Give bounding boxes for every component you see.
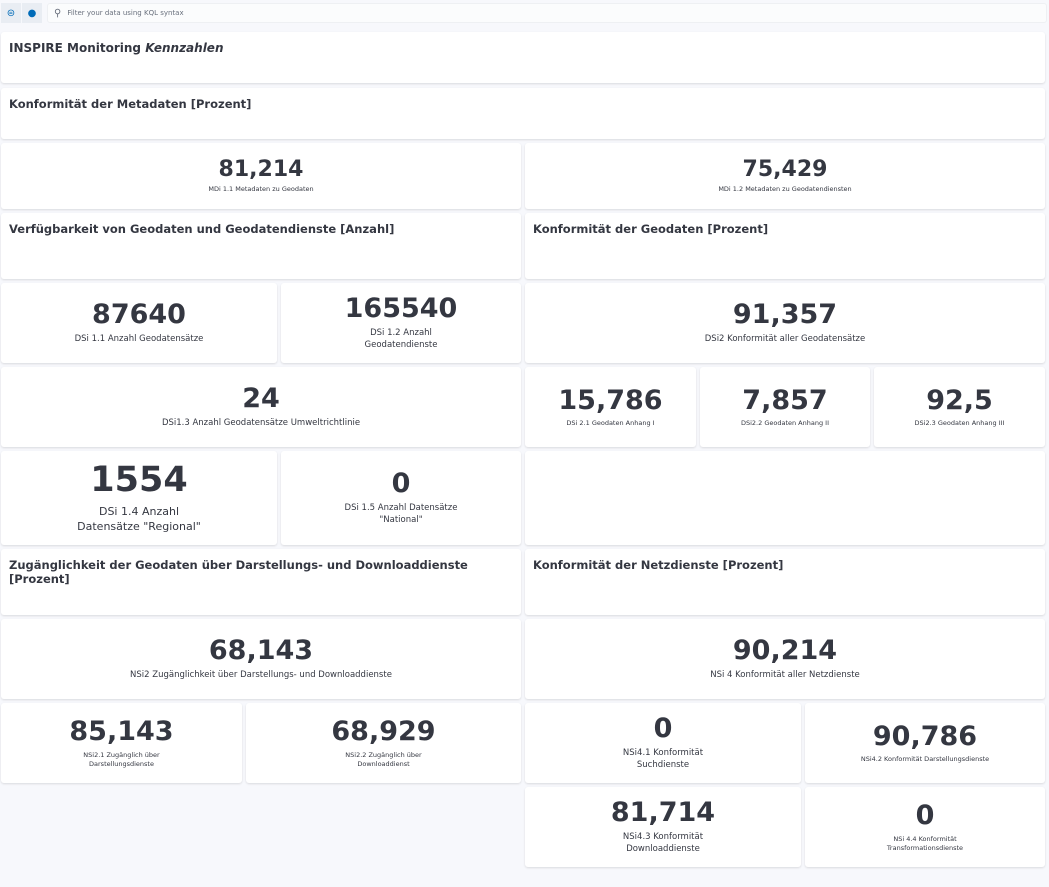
metric-label: NSi 4.4 Konformität Transformationsdiens… <box>886 834 964 852</box>
metric-label: NSi4.2 Konformität Darstellungsdienste <box>860 755 990 764</box>
metric-panel: 0 DSi 1.5 Anzahl Datensätze "National" <box>281 451 521 545</box>
filter-icon: ⊜ <box>6 7 16 19</box>
kql-search-input[interactable]: ⚲ Filter your data using KQL syntax <box>47 3 1047 23</box>
metric-label: DSi 1.5 Anzahl Datensätze "National" <box>344 502 458 525</box>
section-metadaten: Konformität der Metadaten [Prozent] <box>1 88 1045 139</box>
metric-panel: 91,357 DSi2 Konformität aller Geodatensät… <box>525 283 1045 363</box>
metric-label: NSi4.1 Konformität Suchdienste <box>622 747 704 770</box>
metric-value: 7,857 <box>742 384 828 416</box>
metric-panel: 68,143 NSi2 Zugänglichkeit über Darstellu… <box>1 619 521 699</box>
metric-panel: 7,857 DSi2.2 Geodaten Anhang II <box>700 367 870 447</box>
metric-label: NSi2 Zugänglichkeit über Darstellungs- u… <box>130 669 392 680</box>
metric-label: MDi 1.2 Metadaten zu Geodatendiensten <box>718 185 852 194</box>
metric-value: 15,786 <box>558 384 663 416</box>
metric-label: NSi 4 Konformität aller Netzdienste <box>710 669 860 680</box>
query-bar: ⊜ ● ⚲ Filter your data using KQL syntax <box>0 0 1049 28</box>
plus-circle-icon: ● <box>27 7 37 19</box>
title-italic: Kennzahlen <box>145 41 224 55</box>
metric-value: 1554 <box>90 460 188 501</box>
metric-value: 165540 <box>344 293 458 325</box>
metric-value: 0 <box>915 800 935 832</box>
metric-panel: 90,786 NSi4.2 Konformität Darstellungsdie… <box>805 703 1045 783</box>
metric-value: 87640 <box>92 299 186 331</box>
metric-label: DSi 1.2 Anzahl Geodatendienste <box>364 327 438 350</box>
section-geodaten: Konformität der Geodaten [Prozent] <box>525 213 1045 279</box>
metric-panel: 15,786 DSi 2.1 Geodaten Anhang I <box>525 367 696 447</box>
metric-value: 91,357 <box>732 299 838 331</box>
section-verfuegbarkeit: Verfügbarkeit von Geodaten und Geodatend… <box>1 213 521 279</box>
metric-label: DSi2.2 Geodaten Anhang II <box>740 419 829 428</box>
metric-value: 0 <box>391 468 411 500</box>
metric-panel: 87640 DSi 1.1 Anzahl Geodatensätze <box>1 283 277 363</box>
metric-panel: 92,5 DSi2.3 Geodaten Anhang III <box>874 367 1045 447</box>
empty-panel <box>525 451 1045 545</box>
metric-label: DSi2.3 Geodaten Anhang III <box>914 419 1005 428</box>
metric-panel: 0 NSi 4.4 Konformität Transformationsdien… <box>805 787 1045 867</box>
metric-label: DSi 1.1 Anzahl Geodatensätze <box>74 333 204 344</box>
metric-panel: 81,214 MDi 1.1 Metadaten zu Geodaten <box>1 143 521 209</box>
metric-value: 75,429 <box>742 156 828 182</box>
metric-label: MDi 1.1 Metadaten zu Geodaten <box>208 185 314 194</box>
metric-value: 24 <box>242 383 280 415</box>
title-text: INSPIRE Monitoring <box>9 41 146 55</box>
add-filter-button[interactable]: ● <box>22 3 42 23</box>
metric-panel: 24 DSi1.3 Anzahl Geodatensätze Umweltrich… <box>1 367 521 447</box>
metric-value: 0 <box>653 713 673 745</box>
metric-panel: 1554 DSi 1.4 Anzahl Datensätze "Regional" <box>1 451 277 545</box>
metric-value: 68,143 <box>208 635 314 667</box>
dashboard-title-panel: INSPIRE Monitoring Kennzahlen <box>1 32 1045 83</box>
metric-value: 81,714 <box>610 797 716 829</box>
metric-label: DSi1.3 Anzahl Geodatensätze Umweltrichtl… <box>161 417 361 428</box>
metric-label: NSi2.1 Zugänglich über Darstellungsdiens… <box>83 750 160 768</box>
metric-label: DSi2 Konformität aller Geodatensätze <box>704 333 866 344</box>
metric-value: 81,214 <box>218 156 304 182</box>
metric-label: DSi 1.4 Anzahl Datensätze "Regional" <box>77 504 201 534</box>
metric-label: DSi 2.1 Geodaten Anhang I <box>566 419 655 428</box>
metric-value: 90,214 <box>732 635 838 667</box>
metric-label: NSi4.3 Konformität Downloaddienste <box>622 831 704 854</box>
metric-panel: 90,214 NSi 4 Konformität aller Netzdienst… <box>525 619 1045 699</box>
metric-panel: 81,714 NSi4.3 Konformität Downloaddienste <box>525 787 801 867</box>
metric-panel: 85,143 NSi2.1 Zugänglich über Darstellung… <box>1 703 242 783</box>
metric-label: NSi2.2 Zugänglich über Downloaddienst <box>345 750 422 768</box>
metric-value: 92,5 <box>926 384 993 416</box>
metric-panel: 75,429 MDi 1.2 Metadaten zu Geodatendiens… <box>525 143 1045 209</box>
metric-value: 68,929 <box>331 716 436 748</box>
section-zugaenglichkeit: Zugänglichkeit der Geodaten über Darstel… <box>1 549 521 615</box>
metric-panel: 0 NSi4.1 Konformität Suchdienste <box>525 703 801 783</box>
metric-value: 85,143 <box>69 716 174 748</box>
metric-panel: 68,929 NSi2.2 Zugänglich über Downloaddie… <box>246 703 521 783</box>
metric-value: 90,786 <box>872 720 978 752</box>
search-icon: ⚲ <box>54 7 62 19</box>
filter-menu-button[interactable]: ⊜ <box>1 3 21 23</box>
metric-panel: 165540 DSi 1.2 Anzahl Geodatendienste <box>281 283 521 363</box>
section-netzdienste: Konformität der Netzdienste [Prozent] <box>525 549 1045 615</box>
